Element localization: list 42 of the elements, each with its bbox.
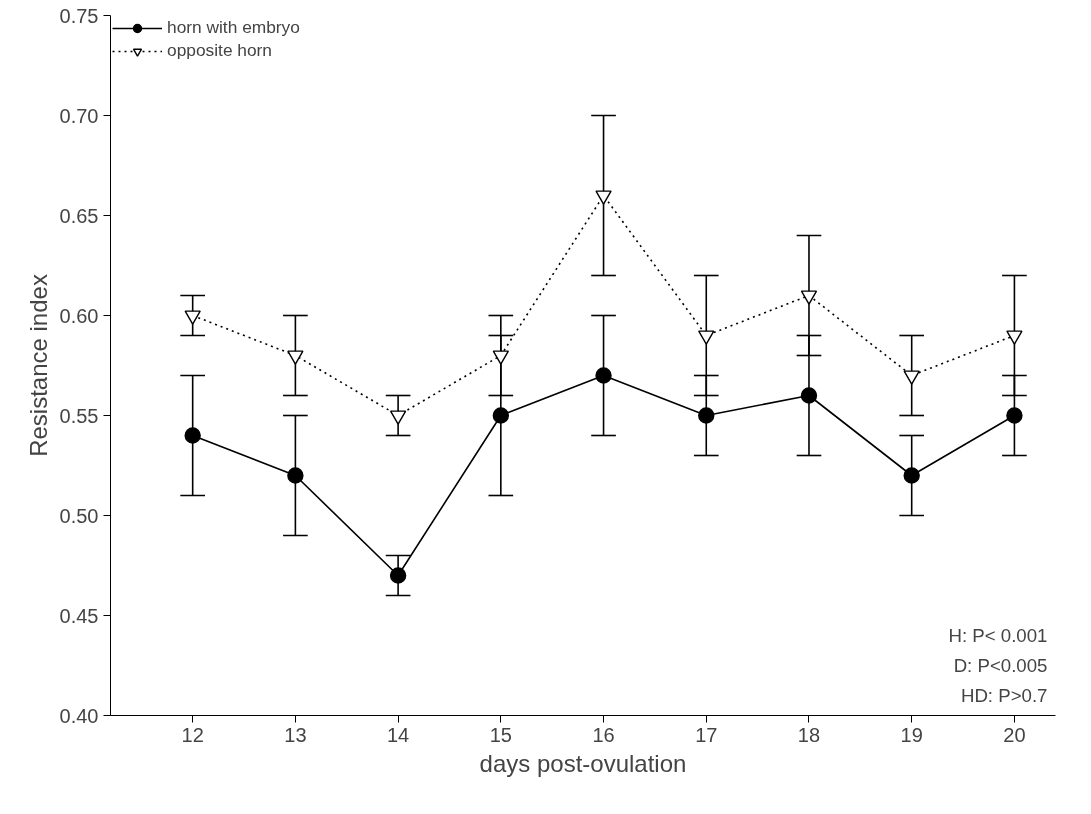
point: [698, 407, 715, 424]
point: [389, 410, 407, 425]
point: [1006, 407, 1023, 424]
annotation: D: P<0.005: [953, 654, 1048, 676]
annotation: H: P< 0.001: [948, 624, 1048, 646]
point: [800, 387, 818, 404]
annotation: HD: P>0.7: [960, 684, 1048, 706]
x-axis-title: days post-ovulation: [479, 749, 687, 777]
point: [595, 190, 612, 205]
point: [800, 290, 818, 305]
y-tick-label: 0.50: [59, 504, 99, 527]
x-tick-label: 14: [386, 723, 410, 746]
point: [595, 367, 612, 384]
point: [287, 350, 304, 365]
y-axis-title: Resistance index: [24, 274, 52, 457]
point: [389, 567, 407, 584]
y-tick-label: 0.70: [59, 104, 99, 127]
x-tick-label: 13: [284, 723, 307, 746]
x-tick-label: 17: [695, 723, 718, 746]
y-tick-label: 0.65: [59, 204, 99, 227]
legend-label: opposite horn: [167, 40, 273, 61]
y-tick-label: 0.45: [59, 604, 99, 627]
y-tick-label: 0.40: [59, 704, 99, 727]
x-tick-label: 20: [1003, 723, 1026, 746]
point: [184, 427, 201, 444]
point: [287, 467, 304, 484]
point: [492, 407, 510, 424]
x-tick-label: 15: [489, 723, 512, 746]
y-tick-label: 0.75: [59, 4, 99, 27]
legend-label: horn with embryo: [167, 17, 300, 38]
point: [698, 330, 715, 345]
point: [1006, 330, 1023, 345]
x-tick-label: 12: [181, 723, 204, 746]
x-tick-label: 16: [592, 723, 615, 746]
x-tick-label: 18: [797, 723, 821, 746]
point: [184, 310, 201, 325]
y-tick-label: 0.55: [59, 404, 99, 427]
x-tick-label: 19: [900, 723, 923, 746]
point: [492, 350, 510, 365]
point: [903, 467, 920, 484]
y-tick-label: 0.60: [59, 304, 99, 327]
point: [903, 370, 920, 385]
